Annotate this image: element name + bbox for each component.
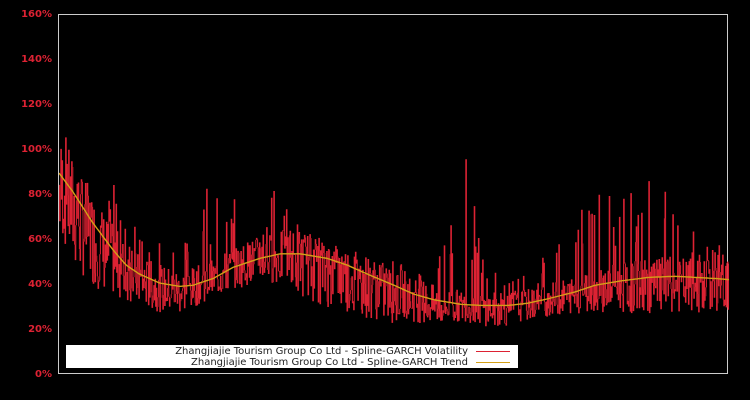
legend-item-trend: Zhangjiajie Tourism Group Co Ltd - Splin… (191, 357, 510, 368)
y-tick-label: 120% (21, 99, 52, 110)
legend-label: Zhangjiajie Tourism Group Co Ltd - Splin… (191, 357, 468, 368)
legend-label: Zhangjiajie Tourism Group Co Ltd - Splin… (175, 346, 468, 357)
legend-item-volatility: Zhangjiajie Tourism Group Co Ltd - Splin… (175, 346, 510, 357)
y-tick-label: 140% (21, 54, 52, 65)
y-tick-label: 160% (21, 9, 52, 20)
volatility-line (59, 137, 729, 327)
chart-legend: Zhangjiajie Tourism Group Co Ltd - Splin… (66, 345, 518, 368)
volatility-series (59, 137, 729, 327)
y-tick-label: 60% (28, 234, 52, 245)
legend-swatch-red (476, 351, 510, 352)
trend-series (59, 172, 729, 307)
y-tick-label: 40% (28, 279, 52, 290)
plot-area (58, 14, 729, 374)
y-tick-label: 20% (28, 324, 52, 335)
chart-canvas (59, 137, 729, 327)
y-tick-label: 0% (35, 369, 52, 380)
y-tick-label: 100% (21, 144, 52, 155)
y-tick-label: 80% (28, 189, 52, 200)
legend-swatch-gold (476, 362, 510, 363)
